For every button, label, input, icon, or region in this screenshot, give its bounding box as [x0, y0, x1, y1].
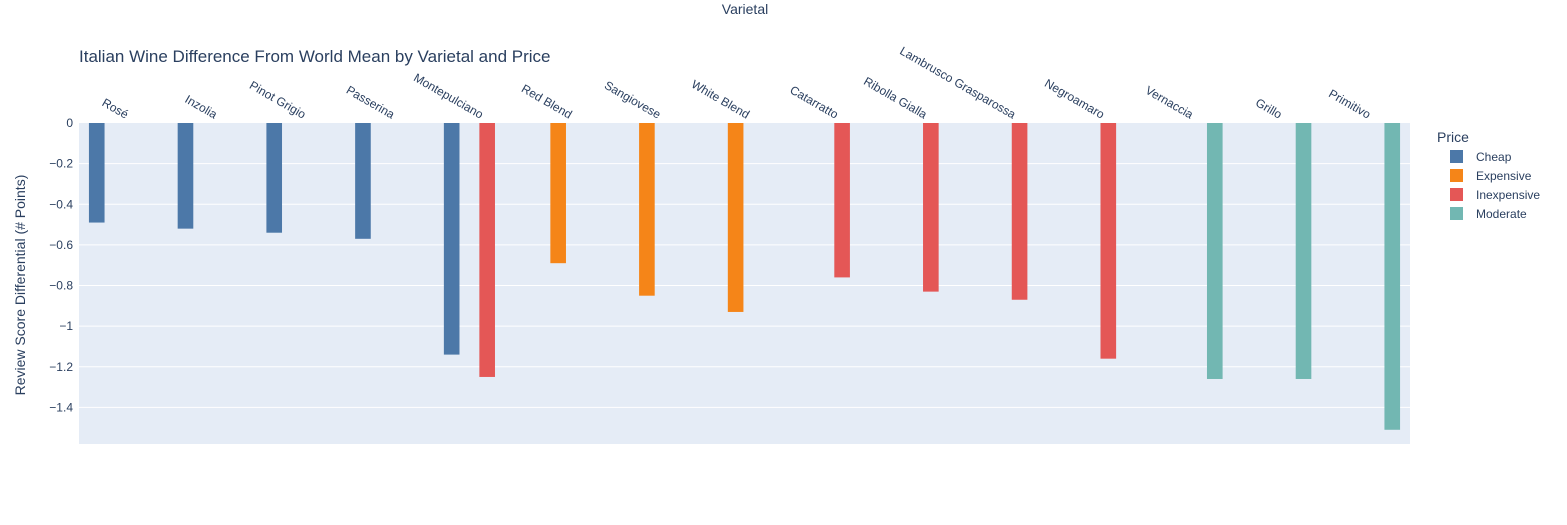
bar-cheap: [88, 123, 105, 223]
legend-swatch-moderate: [1450, 207, 1463, 220]
legend-label: Cheap: [1476, 150, 1512, 164]
bar-expensive: [727, 123, 744, 312]
x-tick-label: Ribolla Gialla: [861, 74, 930, 122]
y-axis-title: Review Score Differential (# Points): [12, 175, 28, 396]
bar-cheap: [266, 123, 283, 233]
y-tick-label: −0.2: [49, 157, 73, 171]
y-tick-label: −0.4: [49, 197, 73, 211]
x-tick-label: Vernaccia: [1143, 83, 1196, 122]
x-tick-label: White Blend: [689, 77, 752, 121]
legend-swatch-expensive: [1450, 169, 1463, 182]
bar-cheap: [177, 123, 194, 229]
x-tick-label: Grillo: [1253, 95, 1285, 121]
bar-inexpensive: [479, 123, 495, 377]
bar-expensive: [550, 123, 566, 264]
bar-expensive: [639, 123, 655, 296]
legend-label: Moderate: [1476, 207, 1527, 221]
bar-inexpensive: [1100, 123, 1117, 359]
y-tick-label: −0.8: [49, 279, 73, 293]
legend-swatch-inexpensive: [1450, 188, 1463, 201]
bar-inexpensive: [1011, 123, 1028, 300]
bar-moderate: [1206, 123, 1223, 379]
y-tick-label: −1: [59, 319, 73, 333]
x-tick-label: Montepulciano: [411, 70, 486, 121]
legend-label: Inexpensive: [1476, 188, 1540, 202]
bar-inexpensive: [923, 123, 939, 292]
x-axis-title: Varietal: [722, 1, 768, 17]
x-tick-label: Negroamaro: [1042, 76, 1107, 122]
bar-cheap: [355, 123, 371, 239]
x-tick-label: Inzolia: [183, 92, 220, 122]
x-tick-label: Rosé: [100, 95, 132, 121]
bar-moderate: [1384, 123, 1401, 430]
plot-background: [79, 123, 1410, 444]
y-tick-label: 0: [66, 116, 73, 130]
x-tick-label: Passerina: [344, 83, 397, 122]
x-tick-label: Primitivo: [1326, 86, 1373, 121]
chart-title: Italian Wine Difference From World Mean …: [79, 47, 550, 66]
y-tick-label: −0.6: [49, 238, 73, 252]
y-tick-label: −1.2: [49, 360, 73, 374]
bar-moderate: [1295, 123, 1312, 379]
bars: [88, 123, 1401, 430]
legend-label: Expensive: [1476, 169, 1532, 183]
y-tick-label: −1.4: [49, 400, 73, 414]
x-tick-label: Sangiovese: [602, 78, 664, 122]
x-tick-label: Catarratto: [788, 83, 841, 122]
bar-cheap: [443, 123, 460, 355]
x-tick-label: Pinot Grigio: [247, 78, 309, 122]
legend: Price Cheap Expensive Inexpensive Moderate: [1437, 129, 1540, 221]
y-tick-labels: 0 −0.2 −0.4 −0.6 −0.8 −1 −1.2 −1.4: [49, 116, 73, 414]
bar-inexpensive: [834, 123, 850, 278]
x-tick-label: Red Blend: [519, 81, 575, 121]
legend-title: Price: [1437, 129, 1469, 145]
gridlines: [79, 163, 1410, 408]
legend-swatch-cheap: [1450, 150, 1463, 163]
